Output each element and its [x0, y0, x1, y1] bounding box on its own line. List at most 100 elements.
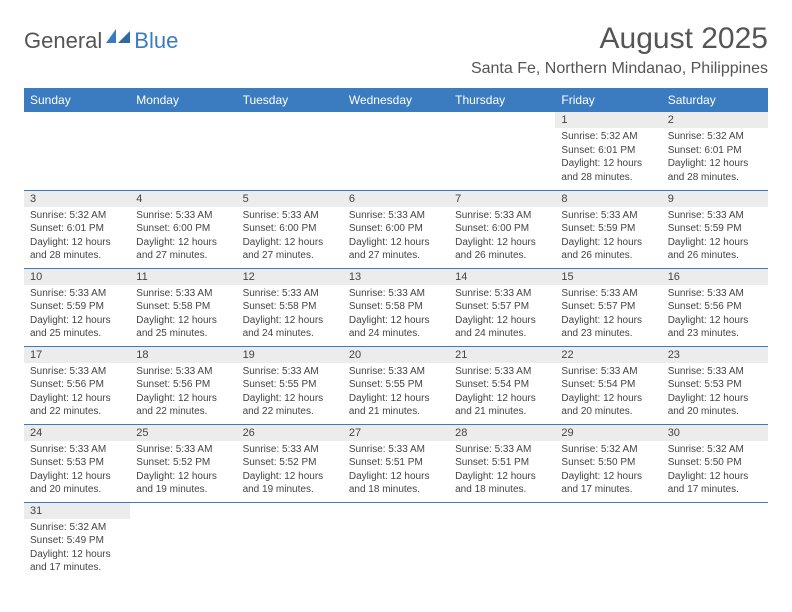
daylight-text: Daylight: 12 hours and 25 minutes. — [30, 314, 124, 341]
sunrise-text: Sunrise: 5:33 AM — [455, 209, 549, 223]
daylight-text: Daylight: 12 hours and 18 minutes. — [455, 470, 549, 497]
sunset-text: Sunset: 5:52 PM — [243, 456, 337, 470]
calendar-week: 1Sunrise: 5:32 AMSunset: 6:01 PMDaylight… — [24, 112, 768, 190]
day-number: 23 — [662, 347, 768, 363]
sunset-text: Sunset: 5:59 PM — [668, 222, 762, 236]
sunrise-text: Sunrise: 5:33 AM — [561, 365, 655, 379]
sunrise-text: Sunrise: 5:32 AM — [668, 443, 762, 457]
day-cell: 20Sunrise: 5:33 AMSunset: 5:55 PMDayligh… — [343, 346, 449, 424]
sunset-text: Sunset: 5:59 PM — [561, 222, 655, 236]
day-number: 13 — [343, 269, 449, 285]
day-cell: 29Sunrise: 5:32 AMSunset: 5:50 PMDayligh… — [555, 424, 661, 502]
day-number: 25 — [130, 425, 236, 441]
day-info: Sunrise: 5:32 AMSunset: 5:49 PMDaylight:… — [24, 519, 130, 579]
day-info: Sunrise: 5:33 AMSunset: 5:57 PMDaylight:… — [555, 285, 661, 345]
daylight-text: Daylight: 12 hours and 18 minutes. — [349, 470, 443, 497]
day-info: Sunrise: 5:33 AMSunset: 5:58 PMDaylight:… — [237, 285, 343, 345]
day-header: Wednesday — [343, 88, 449, 112]
day-info: Sunrise: 5:33 AMSunset: 5:53 PMDaylight:… — [24, 441, 130, 501]
calendar-body: 1Sunrise: 5:32 AMSunset: 6:01 PMDaylight… — [24, 112, 768, 580]
day-info: Sunrise: 5:32 AMSunset: 6:01 PMDaylight:… — [555, 128, 661, 188]
sunrise-text: Sunrise: 5:33 AM — [243, 443, 337, 457]
sunrise-text: Sunrise: 5:33 AM — [561, 209, 655, 223]
sunrise-text: Sunrise: 5:33 AM — [30, 365, 124, 379]
daylight-text: Daylight: 12 hours and 20 minutes. — [561, 392, 655, 419]
sunrise-text: Sunrise: 5:33 AM — [561, 287, 655, 301]
sunset-text: Sunset: 5:49 PM — [30, 534, 124, 548]
day-header: Friday — [555, 88, 661, 112]
day-number: 20 — [343, 347, 449, 363]
day-info: Sunrise: 5:33 AMSunset: 5:57 PMDaylight:… — [449, 285, 555, 345]
empty-cell — [130, 502, 236, 580]
day-number: 27 — [343, 425, 449, 441]
daylight-text: Daylight: 12 hours and 20 minutes. — [668, 392, 762, 419]
sunset-text: Sunset: 5:51 PM — [455, 456, 549, 470]
day-header: Sunday — [24, 88, 130, 112]
sunrise-text: Sunrise: 5:32 AM — [30, 209, 124, 223]
day-number: 30 — [662, 425, 768, 441]
sunrise-text: Sunrise: 5:33 AM — [455, 287, 549, 301]
sunset-text: Sunset: 5:58 PM — [136, 300, 230, 314]
sunset-text: Sunset: 5:50 PM — [668, 456, 762, 470]
day-info: Sunrise: 5:33 AMSunset: 5:51 PMDaylight:… — [449, 441, 555, 501]
location: Santa Fe, Northern Mindanao, Philippines — [471, 60, 768, 78]
empty-cell — [449, 112, 555, 190]
day-info: Sunrise: 5:33 AMSunset: 5:55 PMDaylight:… — [343, 363, 449, 423]
day-info: Sunrise: 5:33 AMSunset: 5:59 PMDaylight:… — [555, 207, 661, 267]
day-cell: 22Sunrise: 5:33 AMSunset: 5:54 PMDayligh… — [555, 346, 661, 424]
sunset-text: Sunset: 5:56 PM — [136, 378, 230, 392]
day-cell: 7Sunrise: 5:33 AMSunset: 6:00 PMDaylight… — [449, 190, 555, 268]
calendar-header-row: SundayMondayTuesdayWednesdayThursdayFrid… — [24, 88, 768, 112]
empty-cell — [662, 502, 768, 580]
day-info: Sunrise: 5:33 AMSunset: 5:51 PMDaylight:… — [343, 441, 449, 501]
day-cell: 19Sunrise: 5:33 AMSunset: 5:55 PMDayligh… — [237, 346, 343, 424]
sunrise-text: Sunrise: 5:33 AM — [455, 443, 549, 457]
sunrise-text: Sunrise: 5:33 AM — [30, 287, 124, 301]
daylight-text: Daylight: 12 hours and 28 minutes. — [30, 236, 124, 263]
day-number: 3 — [24, 191, 130, 207]
day-number: 11 — [130, 269, 236, 285]
day-cell: 8Sunrise: 5:33 AMSunset: 5:59 PMDaylight… — [555, 190, 661, 268]
daylight-text: Daylight: 12 hours and 26 minutes. — [561, 236, 655, 263]
calendar-week: 3Sunrise: 5:32 AMSunset: 6:01 PMDaylight… — [24, 190, 768, 268]
day-cell: 2Sunrise: 5:32 AMSunset: 6:01 PMDaylight… — [662, 112, 768, 190]
day-cell: 5Sunrise: 5:33 AMSunset: 6:00 PMDaylight… — [237, 190, 343, 268]
empty-cell — [237, 112, 343, 190]
day-number: 31 — [24, 503, 130, 519]
day-number: 28 — [449, 425, 555, 441]
day-number: 21 — [449, 347, 555, 363]
sunset-text: Sunset: 6:00 PM — [455, 222, 549, 236]
sunset-text: Sunset: 5:50 PM — [561, 456, 655, 470]
day-number: 2 — [662, 112, 768, 128]
day-info: Sunrise: 5:33 AMSunset: 6:00 PMDaylight:… — [449, 207, 555, 267]
day-cell: 18Sunrise: 5:33 AMSunset: 5:56 PMDayligh… — [130, 346, 236, 424]
day-cell: 23Sunrise: 5:33 AMSunset: 5:53 PMDayligh… — [662, 346, 768, 424]
daylight-text: Daylight: 12 hours and 27 minutes. — [136, 236, 230, 263]
day-number: 16 — [662, 269, 768, 285]
sunset-text: Sunset: 6:00 PM — [136, 222, 230, 236]
day-number: 29 — [555, 425, 661, 441]
empty-cell — [237, 502, 343, 580]
day-cell: 21Sunrise: 5:33 AMSunset: 5:54 PMDayligh… — [449, 346, 555, 424]
sunset-text: Sunset: 5:53 PM — [668, 378, 762, 392]
day-cell: 15Sunrise: 5:33 AMSunset: 5:57 PMDayligh… — [555, 268, 661, 346]
day-number: 12 — [237, 269, 343, 285]
sunrise-text: Sunrise: 5:32 AM — [561, 130, 655, 144]
day-cell: 3 Sunrise: 5:32 AMSunset: 6:01 PMDaylight… — [24, 190, 130, 268]
day-info: Sunrise: 5:32 AMSunset: 5:50 PMDaylight:… — [555, 441, 661, 501]
day-number: 10 — [24, 269, 130, 285]
sunset-text: Sunset: 6:01 PM — [30, 222, 124, 236]
daylight-text: Daylight: 12 hours and 27 minutes. — [243, 236, 337, 263]
daylight-text: Daylight: 12 hours and 21 minutes. — [455, 392, 549, 419]
daylight-text: Daylight: 12 hours and 23 minutes. — [668, 314, 762, 341]
day-cell: 31Sunrise: 5:32 AMSunset: 5:49 PMDayligh… — [24, 502, 130, 580]
daylight-text: Daylight: 12 hours and 22 minutes. — [30, 392, 124, 419]
daylight-text: Daylight: 12 hours and 17 minutes. — [668, 470, 762, 497]
sunset-text: Sunset: 6:00 PM — [243, 222, 337, 236]
day-info: Sunrise: 5:32 AMSunset: 5:50 PMDaylight:… — [662, 441, 768, 501]
sunrise-text: Sunrise: 5:33 AM — [136, 443, 230, 457]
day-number: 22 — [555, 347, 661, 363]
empty-cell — [130, 112, 236, 190]
calendar-week: 31Sunrise: 5:32 AMSunset: 5:49 PMDayligh… — [24, 502, 768, 580]
sunset-text: Sunset: 6:01 PM — [561, 144, 655, 158]
